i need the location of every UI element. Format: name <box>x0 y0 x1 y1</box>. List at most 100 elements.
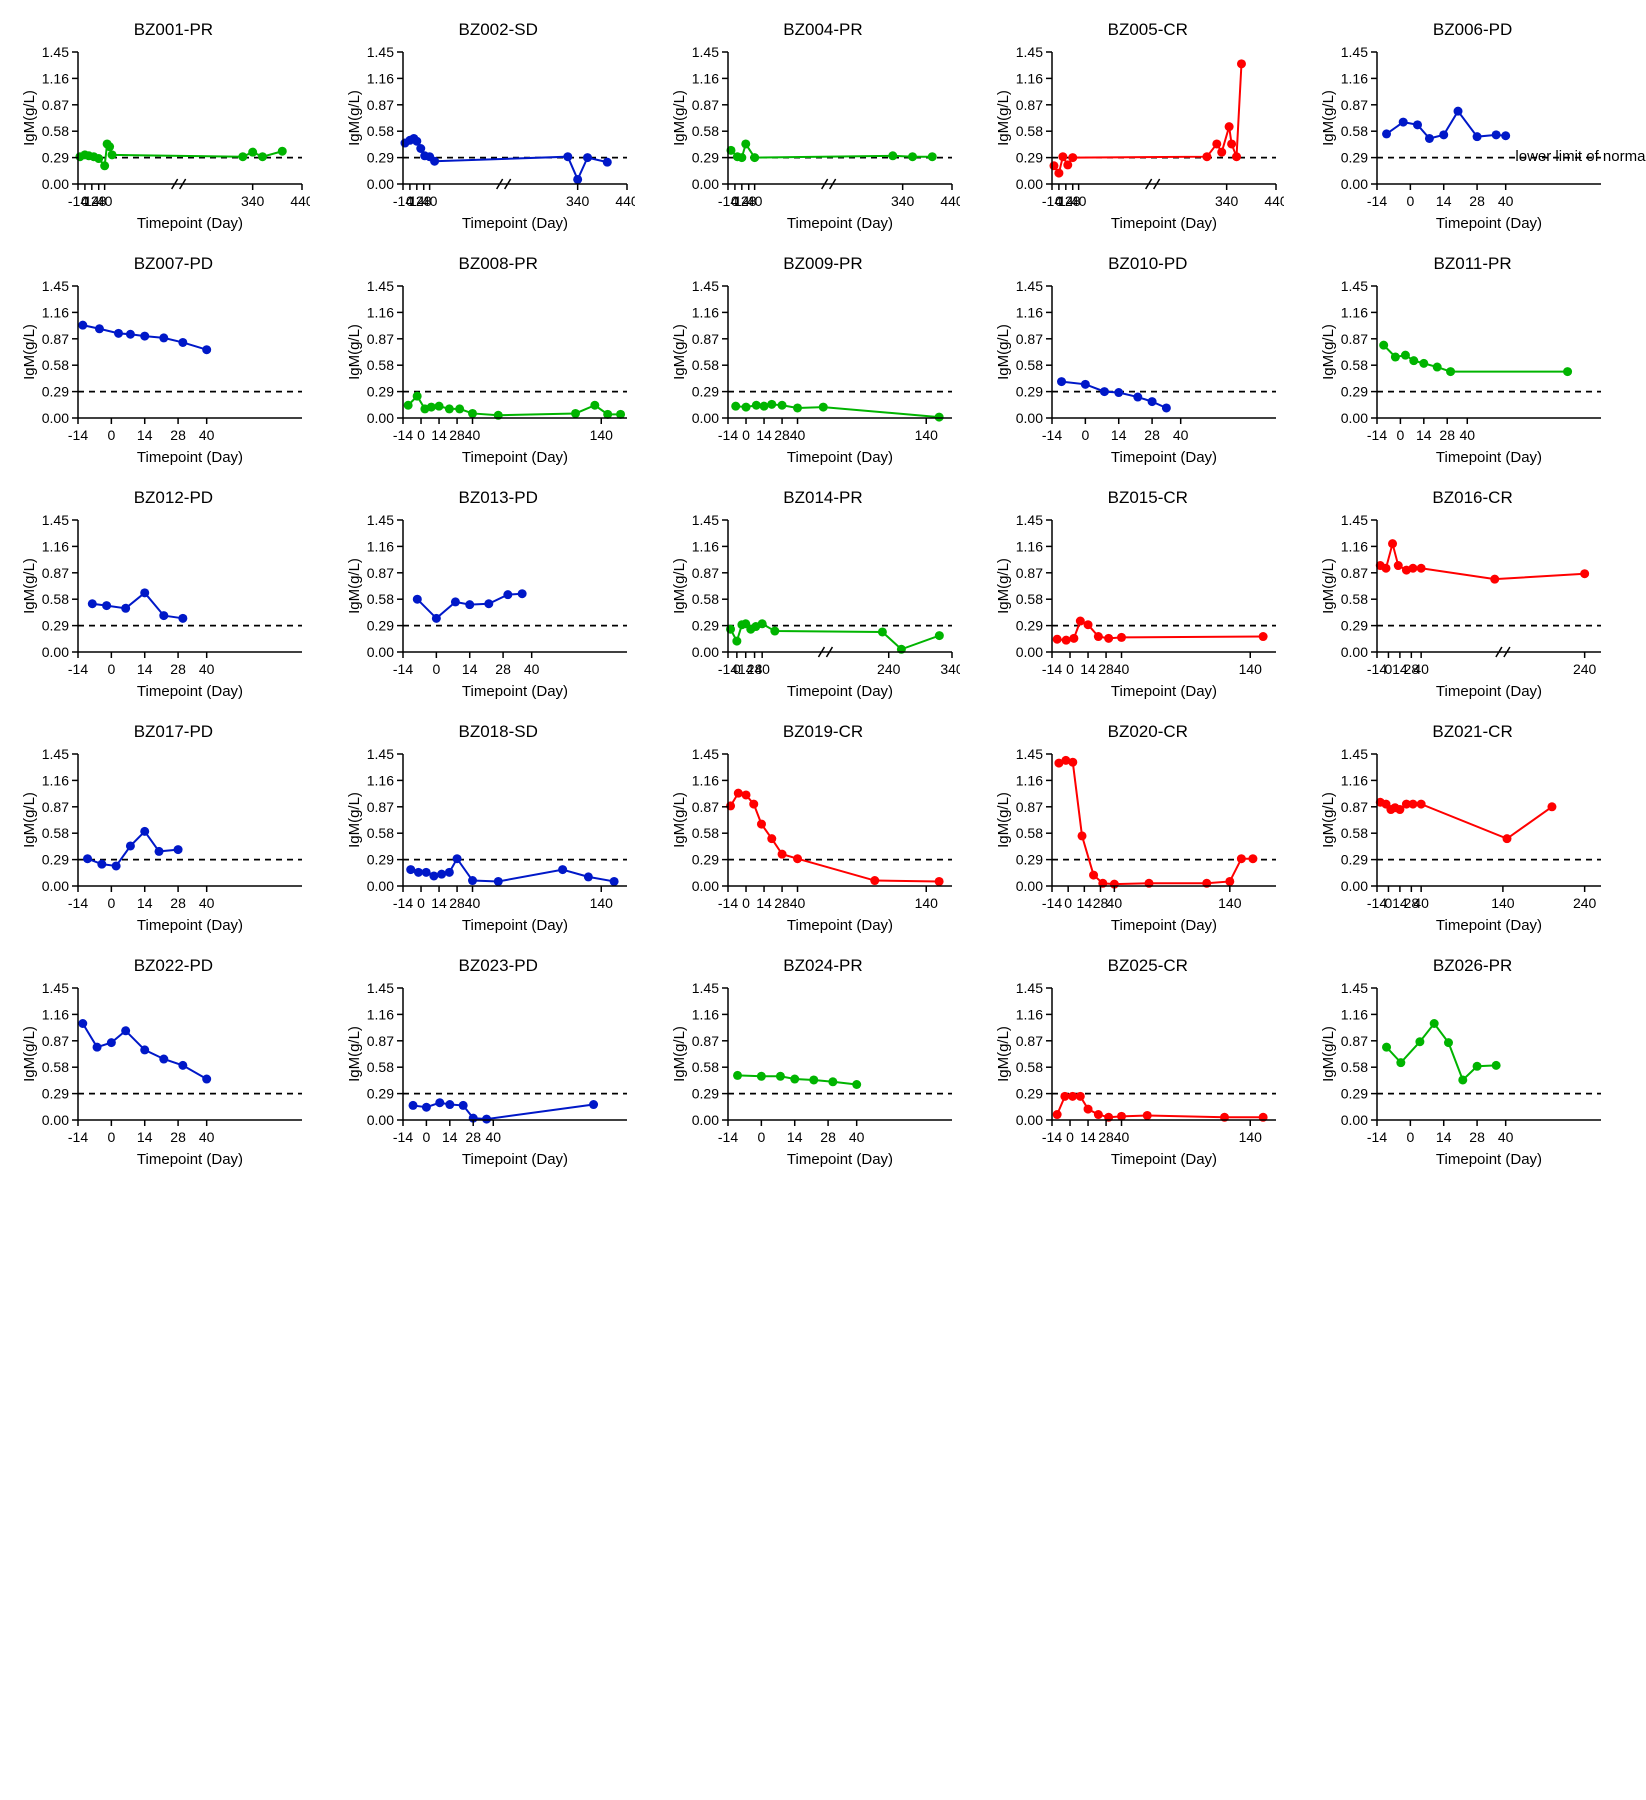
svg-text:440: 440 <box>940 193 960 209</box>
svg-text:0.58: 0.58 <box>691 123 718 139</box>
svg-text:0: 0 <box>1082 427 1090 443</box>
panel-title: BZ019-CR <box>670 722 977 742</box>
panel-title: BZ002-SD <box>345 20 652 40</box>
svg-text:14: 14 <box>1436 1129 1452 1145</box>
svg-text:Timepoint (Day): Timepoint (Day) <box>1111 215 1217 232</box>
svg-text:1.45: 1.45 <box>42 44 69 60</box>
svg-text:14: 14 <box>1436 193 1452 209</box>
chart-svg: 0.000.290.580.871.161.45-140142840IgM(g/… <box>20 746 310 936</box>
svg-text:1.45: 1.45 <box>1341 44 1368 60</box>
svg-text:0.00: 0.00 <box>42 410 69 426</box>
svg-text:1.16: 1.16 <box>42 538 69 554</box>
svg-text:28: 28 <box>1145 427 1161 443</box>
chart-svg: 0.000.290.580.871.161.45-140142840IgM(g/… <box>345 980 635 1170</box>
chart-svg: 0.000.290.580.871.161.45-140142840IgM(g/… <box>670 980 960 1170</box>
svg-text:0.87: 0.87 <box>691 1033 718 1049</box>
svg-text:0.58: 0.58 <box>367 825 394 841</box>
svg-text:340: 340 <box>891 193 915 209</box>
chart-svg: 0.000.290.580.871.161.45-140142840IgM(g/… <box>1319 44 1609 234</box>
svg-text:0.58: 0.58 <box>1341 1059 1368 1075</box>
svg-text:0.00: 0.00 <box>367 1112 394 1128</box>
svg-text:40: 40 <box>422 193 438 209</box>
svg-text:1.16: 1.16 <box>42 772 69 788</box>
svg-text:0.87: 0.87 <box>367 799 394 815</box>
svg-text:Timepoint (Day): Timepoint (Day) <box>1111 917 1217 934</box>
svg-text:IgM(g/L): IgM(g/L) <box>671 90 688 146</box>
svg-text:0.58: 0.58 <box>367 123 394 139</box>
svg-text:0.58: 0.58 <box>42 123 69 139</box>
svg-text:28: 28 <box>1099 661 1115 677</box>
svg-text:Timepoint (Day): Timepoint (Day) <box>1436 917 1542 934</box>
svg-text:0.87: 0.87 <box>367 565 394 581</box>
chart-panel: BZ001-PR0.000.290.580.871.161.45-1401428… <box>20 20 327 234</box>
chart-panel: BZ025-CR0.000.290.580.871.161.45-1401428… <box>994 956 1301 1170</box>
chart-panel: BZ008-PR0.000.290.580.871.161.45-1401428… <box>345 254 652 468</box>
svg-text:0: 0 <box>417 895 425 911</box>
svg-text:IgM(g/L): IgM(g/L) <box>1320 558 1337 614</box>
svg-text:1.16: 1.16 <box>1341 772 1368 788</box>
svg-text:0: 0 <box>1407 1129 1415 1145</box>
svg-text:0.29: 0.29 <box>1341 618 1368 634</box>
chart-svg: 0.000.290.580.871.161.45-140142840IgM(g/… <box>994 278 1284 468</box>
svg-text:Timepoint (Day): Timepoint (Day) <box>787 917 893 934</box>
svg-text:340: 340 <box>940 661 960 677</box>
svg-text:0.87: 0.87 <box>691 799 718 815</box>
chart-svg: 0.000.290.580.871.161.45-140142840140IgM… <box>994 512 1284 702</box>
svg-text:14: 14 <box>462 661 478 677</box>
svg-text:Timepoint (Day): Timepoint (Day) <box>137 917 243 934</box>
svg-text:14: 14 <box>1077 895 1093 911</box>
svg-text:-14: -14 <box>68 895 88 911</box>
svg-text:-14: -14 <box>1042 1129 1062 1145</box>
svg-text:0.87: 0.87 <box>1016 331 1043 347</box>
svg-text:0.58: 0.58 <box>1016 123 1043 139</box>
svg-text:14: 14 <box>137 427 153 443</box>
svg-text:140: 140 <box>1239 1129 1263 1145</box>
svg-text:0.58: 0.58 <box>42 591 69 607</box>
svg-text:Timepoint (Day): Timepoint (Day) <box>462 215 568 232</box>
svg-text:28: 28 <box>170 427 186 443</box>
svg-text:14: 14 <box>442 1129 458 1145</box>
svg-text:40: 40 <box>746 193 762 209</box>
svg-text:0.58: 0.58 <box>1016 825 1043 841</box>
svg-text:-14: -14 <box>393 427 413 443</box>
svg-text:Timepoint (Day): Timepoint (Day) <box>787 1151 893 1168</box>
panel-title: BZ024-PR <box>670 956 977 976</box>
svg-text:Timepoint (Day): Timepoint (Day) <box>787 449 893 466</box>
panel-title: BZ023-PD <box>345 956 652 976</box>
svg-text:1.45: 1.45 <box>691 278 718 294</box>
chart-grid: BZ001-PR0.000.290.580.871.161.45-1401428… <box>20 20 1626 1170</box>
svg-text:1.16: 1.16 <box>367 1006 394 1022</box>
svg-text:14: 14 <box>431 895 447 911</box>
svg-text:1.45: 1.45 <box>367 980 394 996</box>
svg-text:Timepoint (Day): Timepoint (Day) <box>462 449 568 466</box>
svg-text:-14: -14 <box>717 1129 737 1145</box>
svg-text:0.29: 0.29 <box>367 150 394 166</box>
svg-text:1.45: 1.45 <box>42 746 69 762</box>
svg-text:40: 40 <box>1460 427 1476 443</box>
svg-text:1.45: 1.45 <box>691 980 718 996</box>
svg-text:0.29: 0.29 <box>691 384 718 400</box>
svg-text:1.16: 1.16 <box>691 304 718 320</box>
chart-svg: 0.000.290.580.871.161.45-140142840340440… <box>670 44 960 234</box>
svg-text:1.45: 1.45 <box>367 512 394 528</box>
svg-text:0.87: 0.87 <box>42 331 69 347</box>
svg-text:0.00: 0.00 <box>367 878 394 894</box>
svg-text:0.58: 0.58 <box>691 357 718 373</box>
chart-svg: 0.000.290.580.871.161.45-140142840140IgM… <box>670 746 960 936</box>
svg-text:240: 240 <box>1573 661 1597 677</box>
svg-text:-14: -14 <box>1367 427 1387 443</box>
svg-text:28: 28 <box>1469 193 1485 209</box>
svg-text:0.00: 0.00 <box>42 644 69 660</box>
svg-text:1.45: 1.45 <box>1341 980 1368 996</box>
svg-text:0.29: 0.29 <box>1341 1086 1368 1102</box>
panel-title: BZ017-PD <box>20 722 327 742</box>
svg-text:0.87: 0.87 <box>1341 1033 1368 1049</box>
svg-text:IgM(g/L): IgM(g/L) <box>1320 90 1337 146</box>
chart-svg: 0.000.290.580.871.161.45-140142840IgM(g/… <box>345 512 635 702</box>
svg-text:1.16: 1.16 <box>367 70 394 86</box>
svg-text:Timepoint (Day): Timepoint (Day) <box>462 1151 568 1168</box>
svg-text:28: 28 <box>170 1129 186 1145</box>
svg-text:0: 0 <box>417 427 425 443</box>
svg-text:0.29: 0.29 <box>42 150 69 166</box>
svg-text:IgM(g/L): IgM(g/L) <box>1320 1026 1337 1082</box>
